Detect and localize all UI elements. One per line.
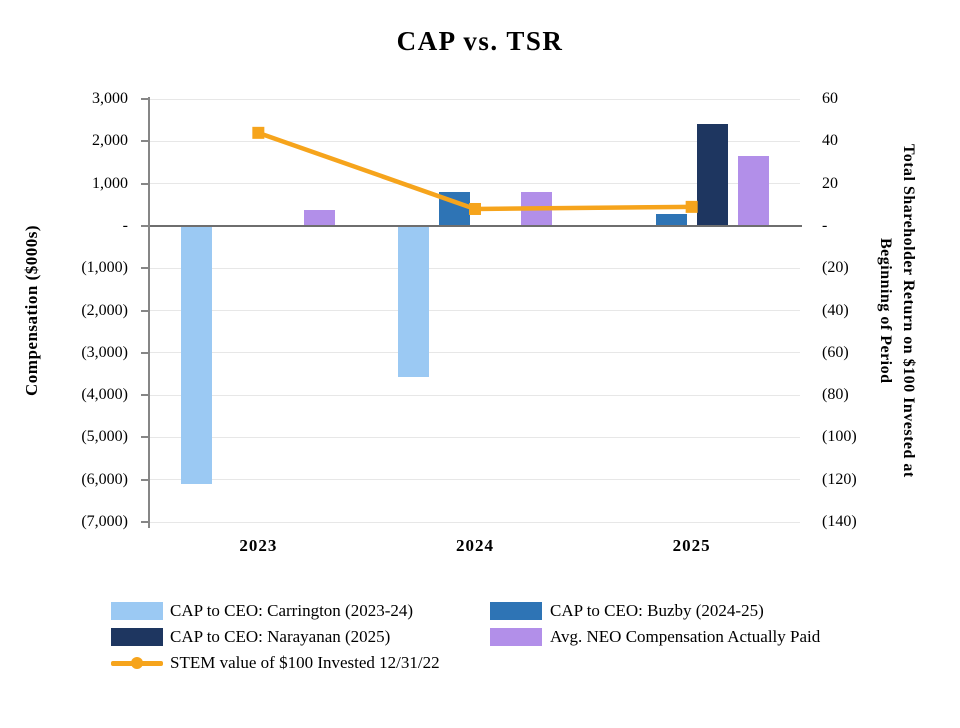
gridline xyxy=(150,267,800,269)
bar-2025-series-1 xyxy=(655,214,687,226)
gridline xyxy=(150,436,800,438)
x-axis-label-2023: 2023 xyxy=(239,536,278,555)
left-axis-tick xyxy=(141,436,150,439)
left-axis-tick xyxy=(141,351,150,354)
left-axis-tick xyxy=(141,224,150,227)
gridline xyxy=(150,394,800,396)
right-axis-title: Total Shareholder Return on $100 Investe… xyxy=(868,88,920,534)
left-axis-tick-label: (3,000) xyxy=(81,343,128,361)
left-axis-tick-label: 1,000 xyxy=(92,174,128,192)
right-axis-tick-label: 60 xyxy=(822,90,838,107)
left-axis-tick xyxy=(141,521,150,523)
bar-2023-series-3 xyxy=(304,209,336,226)
left-axis-tick xyxy=(141,394,150,397)
legend-label: CAP to CEO: Carrington (2023-24) xyxy=(170,601,414,620)
right-axis-tick-label: (140) xyxy=(822,513,857,530)
legend-line-marker xyxy=(131,657,143,669)
zero-axis-line xyxy=(150,224,802,227)
legend-label: CAP to CEO: Buzby (2024-25) xyxy=(550,601,764,620)
chart-title: CAP vs. TSR xyxy=(396,26,564,56)
right-axis-tick-label: - xyxy=(822,216,828,234)
bar-2025-series-3 xyxy=(737,156,769,226)
right-axis-tick-label: (120) xyxy=(822,470,857,488)
right-axis-tick-label: 40 xyxy=(822,132,838,150)
left-axis-tick xyxy=(141,478,150,481)
right-axis-tick-label: (20) xyxy=(822,259,849,277)
legend-label: STEM value of $100 Invested 12/31/22 xyxy=(170,653,440,672)
bar-2023-series-0 xyxy=(181,225,213,484)
right-axis-tick-label: (80) xyxy=(822,386,849,404)
legend-label: Avg. NEO Compensation Actually Paid xyxy=(550,627,821,646)
right-axis-title-line2: Beginning of Period xyxy=(876,238,894,384)
gridline xyxy=(150,479,800,481)
x-axis-label-2025: 2025 xyxy=(672,536,711,555)
bar-2024-series-1 xyxy=(439,191,470,226)
left-axis-tick xyxy=(141,267,150,270)
right-axis-tick-label: 20 xyxy=(822,174,838,192)
bar-2024-series-0 xyxy=(398,225,429,378)
left-axis-tick-label: (6,000) xyxy=(81,470,128,488)
legend-label: CAP to CEO: Narayanan (2025) xyxy=(170,627,391,646)
right-axis-tick-label: (40) xyxy=(822,301,849,319)
legend-swatch xyxy=(111,628,163,646)
gridline xyxy=(150,310,800,311)
x-axis-label-2024: 2024 xyxy=(456,536,494,555)
left-axis-tick xyxy=(141,309,150,312)
legend-swatch xyxy=(490,602,542,620)
right-axis-tick-label: (60) xyxy=(822,343,849,361)
gridline xyxy=(150,98,800,100)
left-axis-tick xyxy=(141,140,150,143)
left-axis-tick-label: (2,000) xyxy=(81,301,128,319)
left-axis-tick-label: (1,000) xyxy=(81,259,128,277)
left-axis-tick-label: (4,000) xyxy=(81,386,128,404)
left-axis-tick-label: (5,000) xyxy=(81,428,128,446)
left-axis-tick-label: - xyxy=(122,216,128,234)
left-axis-tick xyxy=(141,182,150,185)
tsr-line xyxy=(257,130,692,212)
right-axis-title-line1: Total Shareholder Return on $100 Investe… xyxy=(900,144,917,478)
left-axis-tick xyxy=(141,98,150,100)
left-axis-tick-label: 2,000 xyxy=(92,132,128,150)
gridline xyxy=(150,521,800,523)
bar-2025-series-2 xyxy=(696,124,728,226)
bar-2024-series-3 xyxy=(521,192,552,226)
left-axis-tick-label: 3,000 xyxy=(92,90,128,107)
right-axis-tick-label: (100) xyxy=(822,428,857,446)
tsr-marker-2024 xyxy=(469,202,481,215)
gridline xyxy=(150,352,800,354)
legend-swatch xyxy=(111,602,163,620)
left-axis-tick-label: (7,000) xyxy=(81,513,128,530)
tsr-marker-2023 xyxy=(252,126,265,139)
legend-swatch xyxy=(490,628,542,646)
left-axis-line xyxy=(148,97,150,528)
